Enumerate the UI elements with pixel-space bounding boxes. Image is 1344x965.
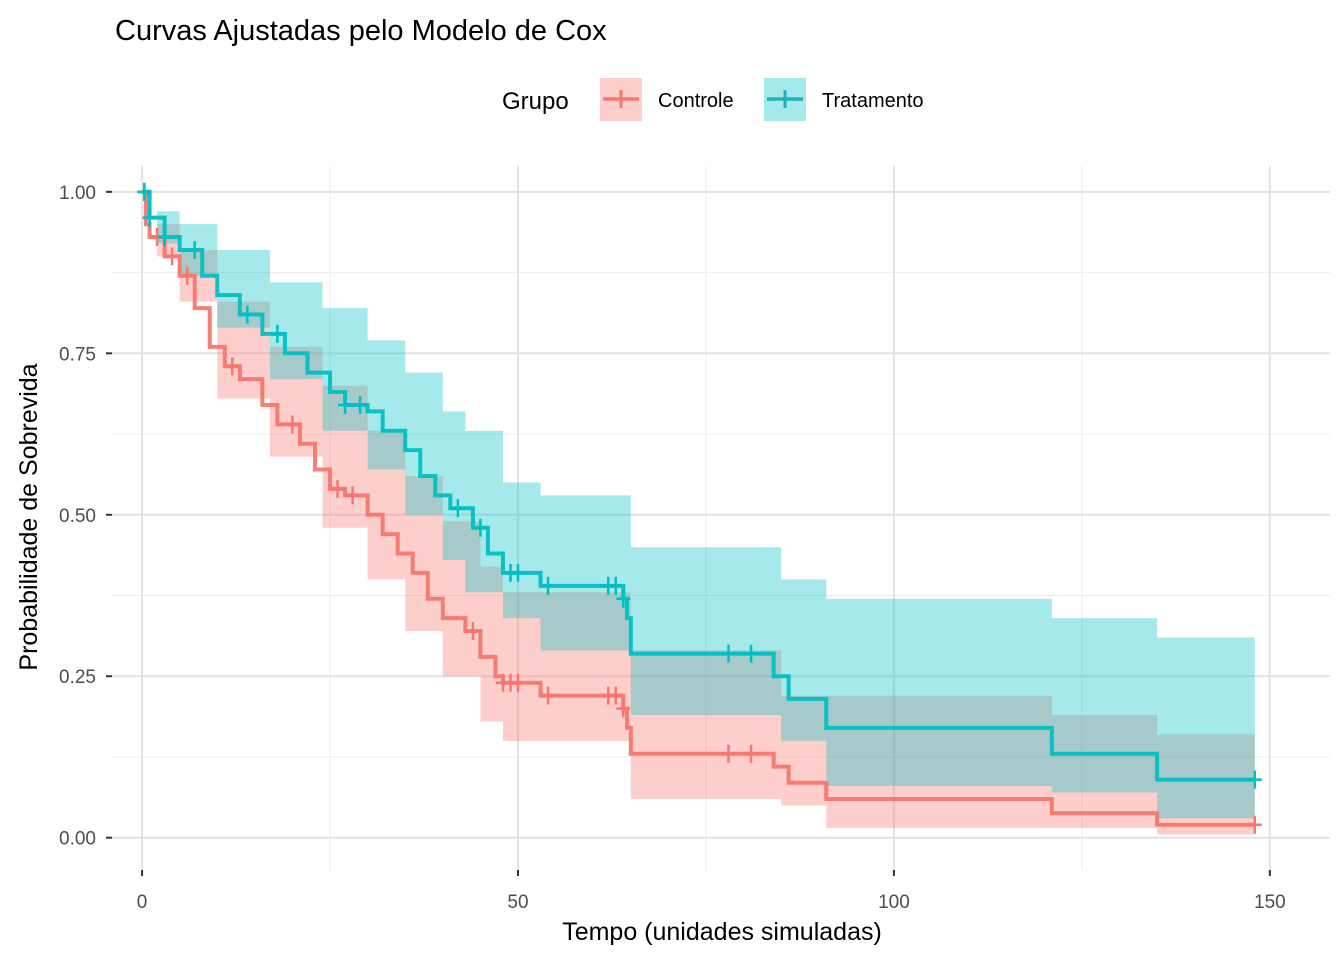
legend-label-controle: Controle	[658, 90, 734, 112]
y-tick-label: 1.00	[59, 183, 96, 204]
censor-mark-controle	[1247, 815, 1262, 834]
censor-mark-tratamento	[137, 182, 152, 201]
confidence-band-tratamento	[142, 191, 1255, 819]
survival-curve-tratamento	[142, 189, 1255, 782]
censor-mark-tratamento	[142, 208, 157, 227]
censor-mark-tratamento	[721, 644, 736, 663]
censor-mark-controle	[721, 744, 736, 763]
censor-mark-controle	[744, 744, 759, 763]
censor-mark-tratamento	[157, 228, 172, 247]
legend-title: Grupo	[502, 88, 569, 115]
censor-mark-tratamento	[270, 324, 285, 343]
censor-mark-controle	[616, 699, 631, 718]
censor-mark-controle	[465, 622, 480, 641]
censor-mark-controle	[330, 479, 345, 498]
y-tick-label: 0.00	[59, 829, 96, 850]
y-tick-label: 0.25	[59, 667, 96, 688]
x-tick-label: 100	[878, 892, 910, 913]
censor-mark-controle	[541, 686, 556, 705]
censor-mark-tratamento	[616, 589, 631, 608]
censor-mark-controle	[608, 686, 623, 705]
censor-mark-controle	[511, 673, 525, 692]
censor-mark-tratamento	[541, 576, 556, 595]
legend-controle: Controle	[600, 78, 734, 121]
censor-mark-tratamento	[338, 395, 353, 414]
censor-mark-tratamento	[608, 576, 623, 595]
censor-mark-tratamento	[240, 305, 255, 324]
survival-curve-controle	[142, 189, 1255, 827]
legend-label-tratamento: Tratamento	[822, 90, 924, 112]
x-axis-label: Tempo (unidades simuladas)	[562, 918, 882, 946]
censor-mark-controle	[180, 266, 195, 285]
censor-mark-tratamento	[353, 395, 368, 414]
y-axis-label: Probabilidade de Sobrevida	[15, 363, 43, 670]
censor-mark-controle	[285, 415, 300, 434]
censor-mark-controle	[225, 357, 240, 376]
x-tick-label: 50	[507, 892, 528, 913]
chart-title: Curvas Ajustadas pelo Modelo de Cox	[115, 15, 607, 47]
confidence-band-controle	[142, 191, 1255, 835]
x-tick-label: 0	[137, 892, 148, 913]
censor-mark-controle	[165, 247, 180, 266]
censor-mark-tratamento	[511, 563, 525, 582]
censor-mark-tratamento	[187, 240, 202, 259]
censor-mark-tratamento	[450, 499, 465, 518]
censor-mark-tratamento	[1247, 770, 1262, 789]
y-tick-label: 0.75	[59, 344, 96, 365]
censor-mark-tratamento	[744, 644, 759, 663]
y-tick-label: 0.50	[59, 506, 96, 527]
legend-tratamento: Tratamento	[764, 78, 924, 121]
censor-mark-tratamento	[473, 518, 488, 537]
x-tick-label: 150	[1254, 892, 1286, 913]
censor-mark-controle	[345, 486, 360, 505]
